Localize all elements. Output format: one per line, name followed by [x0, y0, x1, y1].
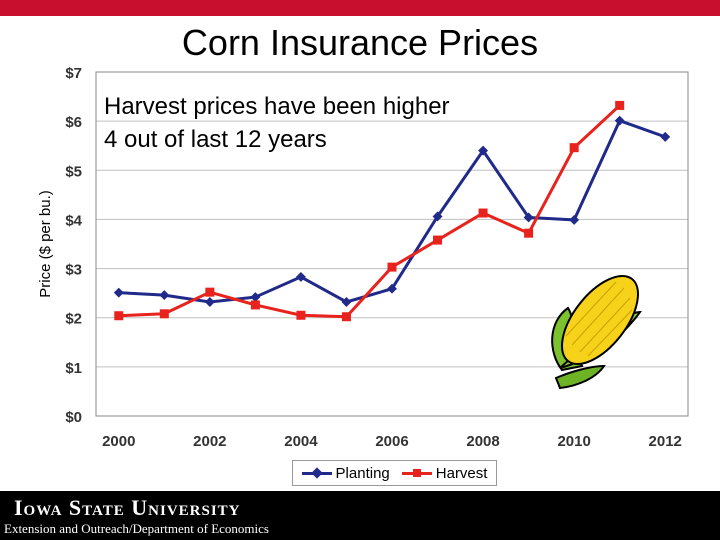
series-layer: [113, 100, 671, 322]
data-point-planting: [204, 297, 215, 307]
x-tick-label: 2010: [557, 433, 590, 450]
data-point-harvest: [205, 287, 215, 297]
data-point-harvest: [569, 143, 579, 153]
legend-label-harvest: Harvest: [435, 464, 488, 482]
y-tick-label: $3: [65, 262, 82, 279]
data-point-planting: [387, 283, 397, 294]
price-line-chart: $0 $1 $2 $3 $4 $5 $6 $7 2000 2002 2004 2006 2008 201…: [37, 65, 689, 450]
university-logo: Iowa State University: [14, 495, 241, 520]
data-point-planting: [478, 145, 489, 156]
footer-bar: Iowa State University Extension and Outr…: [0, 491, 720, 540]
x-tick-label: 2008: [466, 433, 499, 450]
series-line-harvest: [118, 104, 621, 319]
data-point-planting: [250, 292, 261, 303]
x-tick-labels: 2000 2002 2004 2006 2008 2010 2012: [102, 433, 682, 450]
data-point-harvest: [387, 262, 397, 272]
data-point-harvest: [478, 208, 488, 218]
planting-diamond-icon: [301, 467, 332, 479]
chart-annotation: Harvest prices have been higher 4 out of…: [104, 93, 450, 153]
data-point-planting: [113, 287, 124, 298]
x-tick-label: 2012: [649, 433, 682, 450]
footer-subtitle: Extension and Outreach/Department of Eco…: [4, 521, 269, 536]
legend-item-harvest: Harvest: [401, 464, 488, 482]
data-point-planting: [523, 212, 534, 223]
data-point-planting: [432, 211, 443, 222]
y-tick-label: $7: [65, 65, 82, 82]
data-point-harvest: [615, 100, 625, 110]
annotation-line-2: 4 out of last 12 years: [104, 126, 327, 153]
x-tick-label: 2002: [193, 433, 226, 450]
data-point-harvest: [159, 309, 169, 319]
data-point-planting: [660, 131, 671, 142]
data-point-harvest: [114, 311, 124, 321]
data-point-harvest: [524, 228, 534, 238]
y-tick-label: $2: [65, 311, 82, 328]
x-tick-label: 2006: [375, 433, 408, 450]
harvest-square-icon: [401, 467, 432, 479]
y-tick-label: $4: [65, 212, 82, 229]
y-axis-label: Price ($ per bu.): [37, 190, 54, 298]
y-tick-label: $0: [65, 409, 82, 426]
plot-frame: [95, 71, 689, 417]
data-point-harvest: [296, 310, 306, 320]
x-tick-label: 2000: [102, 433, 135, 450]
chart-legend: Planting Harvest: [292, 460, 497, 486]
top-accent-bar: [0, 0, 720, 16]
data-point-planting: [341, 297, 352, 307]
data-point-planting: [614, 115, 625, 126]
legend-item-planting: Planting: [301, 464, 390, 482]
data-point-planting: [159, 290, 170, 301]
y-tick-label: $6: [65, 114, 82, 131]
data-point-harvest: [250, 300, 260, 310]
y-tick-label: $1: [65, 360, 82, 377]
data-point-harvest: [341, 312, 351, 322]
legend-label-planting: Planting: [335, 464, 390, 482]
slide-title: Corn Insurance Prices: [181, 22, 539, 63]
data-point-harvest: [433, 235, 443, 245]
data-point-planting: [295, 271, 306, 282]
x-tick-label: 2004: [284, 433, 318, 450]
y-tick-label: $5: [65, 163, 82, 180]
corn-icon: [551, 275, 642, 390]
annotation-line-1: Harvest prices have been higher: [104, 93, 450, 120]
y-tick-labels: $0 $1 $2 $3 $4 $5 $6 $7: [65, 65, 82, 426]
data-point-planting: [569, 214, 580, 225]
